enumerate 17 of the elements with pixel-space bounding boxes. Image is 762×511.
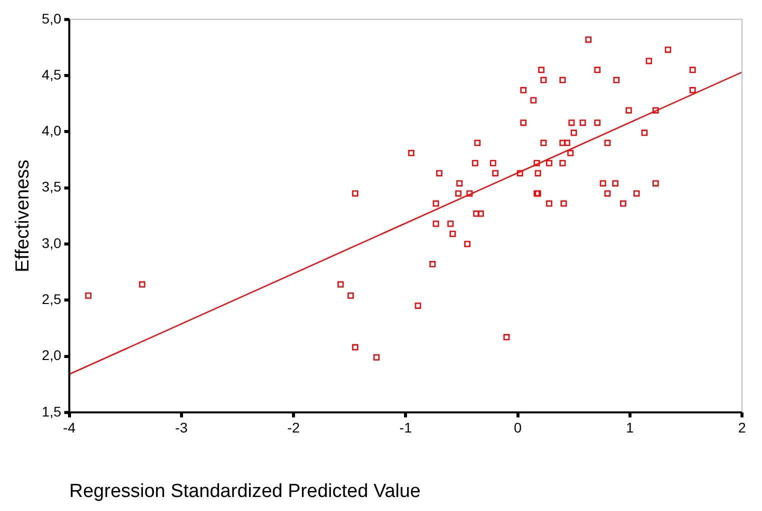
y-tick-label: 3,0 (42, 234, 62, 251)
x-tick-label: -4 (63, 420, 76, 436)
x-tick-label: 1 (626, 420, 634, 436)
y-tick-label: 4,5 (42, 66, 62, 82)
x-tick-label: -3 (175, 420, 188, 436)
x-axis-title: Regression Standardized Predicted Value (69, 480, 421, 502)
y-tick-label: 2,0 (42, 347, 62, 364)
y-axis-title: Effectiveness (12, 160, 34, 272)
x-tick-label: -2 (287, 420, 300, 436)
y-tick-label: 3,5 (42, 178, 62, 195)
x-tick-label: 2 (738, 420, 746, 436)
y-tick-label: 5,0 (42, 10, 62, 26)
y-tick-label: 1,5 (42, 403, 62, 420)
x-tick-label: 0 (514, 420, 522, 436)
y-tick-label: 2,5 (42, 290, 62, 307)
y-tick-label: 4,0 (42, 122, 62, 139)
x-tick-label: -1 (399, 420, 412, 436)
